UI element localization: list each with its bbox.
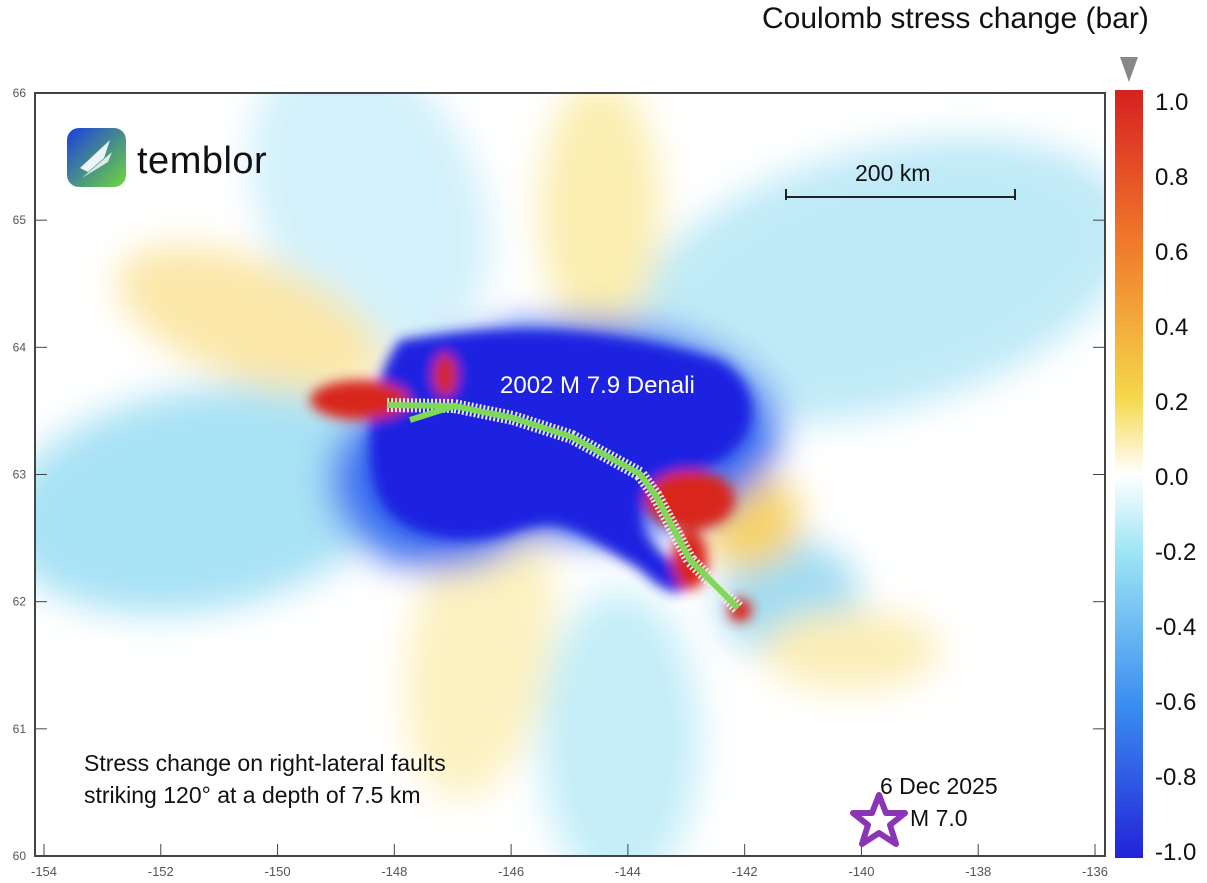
y-tick-label: 65 [13,213,27,227]
x-tick-label: -152 [148,864,174,879]
y-tick-label: 64 [13,340,27,354]
logo-text: temblor [137,140,268,182]
fault-trace [386,398,743,613]
colorbar-tick-label: 1.0 [1155,89,1189,116]
colorbar-tick-label: -0.8 [1155,764,1197,791]
quake-magnitude: M 7.0 [910,805,968,831]
x-tick-label: -146 [498,864,524,879]
colorbar-tick-label: 0.2 [1155,389,1189,416]
x-tick-label: -148 [381,864,407,879]
scale-bar-label: 200 km [855,160,931,186]
rupture-label: 2002 M 7.9 Denali [500,372,695,399]
star-icon [850,792,908,847]
x-tick-label: -154 [31,864,57,879]
y-tick-label: 60 [13,849,27,863]
colorbar-tick-label: 0.0 [1155,464,1189,491]
y-tick-label: 66 [13,86,27,100]
x-tick-label: -140 [848,864,874,879]
x-axis: -154 -152 -150 -148 -146 -144 -142 -140 -138 -136 [31,844,1108,879]
colorbar-tick-label: -0.6 [1155,689,1197,716]
colorbar-pointer-icon [1120,57,1138,82]
colorbar-title: Coulomb stress change (bar) [762,2,1149,35]
x-tick-label: -150 [265,864,291,879]
note-line-1: Stress change on right-lateral faults [84,750,446,776]
x-tick-label: -142 [732,864,758,879]
quake-date: 6 Dec 2025 [880,773,998,799]
temblor-logo-icon [67,128,126,187]
colorbar [1115,90,1143,858]
note-line-2: striking 120° at a depth of 7.5 km [84,782,421,808]
colorbar-tick-label: -0.4 [1155,614,1197,641]
y-axis: 66 65 64 63 62 61 60 [13,86,1105,863]
colorbar-tick-label: 0.4 [1155,314,1189,341]
colorbar-tick-label: -1.0 [1155,839,1197,866]
scale-bar [785,189,1016,200]
x-tick-label: -138 [965,864,991,879]
colorbar-tick-label: 0.8 [1155,164,1189,191]
x-tick-label: -136 [1082,864,1108,879]
stress-field [35,93,1105,856]
y-tick-label: 61 [13,722,27,736]
colorbar-tick-label: -0.2 [1155,539,1197,566]
map-note: Stress change on right-lateral faults st… [84,747,446,811]
x-tick-label: -144 [615,864,641,879]
colorbar-tick-label: 0.6 [1155,239,1189,266]
y-tick-label: 63 [13,468,27,482]
y-tick-label: 62 [13,595,27,609]
epicenter-label: 6 Dec 2025 M 7.0 [880,770,998,834]
